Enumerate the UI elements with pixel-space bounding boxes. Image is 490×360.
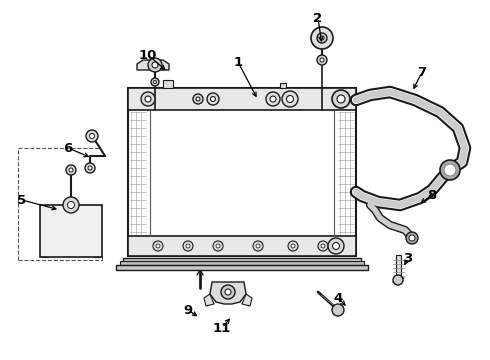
Text: 10: 10 [139, 49, 157, 62]
Circle shape [291, 244, 295, 248]
Circle shape [333, 243, 340, 249]
Circle shape [406, 232, 418, 244]
Text: 8: 8 [427, 189, 437, 202]
Circle shape [288, 241, 298, 251]
Circle shape [225, 289, 231, 295]
Circle shape [320, 36, 324, 40]
Polygon shape [242, 294, 252, 306]
Text: 3: 3 [403, 252, 413, 265]
Circle shape [153, 81, 156, 84]
Bar [120, 261, 364, 265]
Circle shape [211, 96, 216, 102]
Circle shape [216, 244, 220, 248]
Circle shape [186, 244, 190, 248]
Circle shape [328, 238, 344, 254]
Circle shape [69, 168, 73, 172]
Bar [396, 255, 401, 277]
Circle shape [253, 241, 263, 251]
Bar [40, 205, 102, 257]
Bar [116, 265, 368, 270]
Circle shape [151, 78, 159, 86]
Circle shape [317, 33, 327, 43]
Polygon shape [210, 282, 246, 304]
Text: 5: 5 [18, 194, 26, 207]
Bar [128, 236, 356, 256]
Circle shape [66, 165, 76, 175]
Circle shape [183, 241, 193, 251]
Circle shape [145, 96, 151, 102]
Circle shape [332, 304, 344, 316]
Circle shape [332, 90, 350, 108]
Circle shape [318, 241, 328, 251]
Text: 9: 9 [183, 303, 193, 316]
Circle shape [196, 97, 200, 101]
Polygon shape [42, 249, 48, 257]
Bar [280, 83, 286, 88]
Polygon shape [137, 60, 169, 70]
Circle shape [213, 241, 223, 251]
Circle shape [282, 91, 298, 107]
Bar [163, 80, 173, 88]
Text: 6: 6 [63, 141, 73, 154]
Text: 11: 11 [213, 321, 231, 334]
Bar [123, 258, 361, 265]
Circle shape [393, 275, 403, 285]
Circle shape [156, 244, 160, 248]
Circle shape [193, 94, 203, 104]
Bar [128, 88, 356, 110]
Bar [128, 88, 356, 256]
Circle shape [221, 285, 235, 299]
Circle shape [266, 92, 280, 106]
Circle shape [148, 58, 162, 72]
Circle shape [409, 235, 415, 241]
Circle shape [153, 241, 163, 251]
Polygon shape [204, 294, 214, 306]
Circle shape [311, 27, 333, 49]
Circle shape [141, 92, 155, 106]
Polygon shape [94, 249, 100, 257]
Circle shape [317, 55, 327, 65]
Circle shape [85, 163, 95, 173]
Circle shape [68, 202, 74, 208]
Circle shape [270, 96, 276, 102]
Circle shape [63, 197, 79, 213]
Circle shape [320, 58, 324, 62]
Circle shape [287, 95, 294, 103]
Circle shape [152, 62, 158, 68]
Circle shape [88, 166, 92, 170]
Circle shape [90, 134, 95, 139]
Text: 4: 4 [333, 292, 343, 305]
Text: 7: 7 [417, 66, 427, 78]
Text: 2: 2 [314, 12, 322, 24]
Circle shape [444, 164, 456, 176]
Circle shape [337, 95, 345, 103]
Circle shape [440, 160, 460, 180]
Circle shape [256, 244, 260, 248]
Circle shape [321, 244, 325, 248]
Text: 1: 1 [233, 55, 243, 68]
Circle shape [86, 130, 98, 142]
Circle shape [207, 93, 219, 105]
